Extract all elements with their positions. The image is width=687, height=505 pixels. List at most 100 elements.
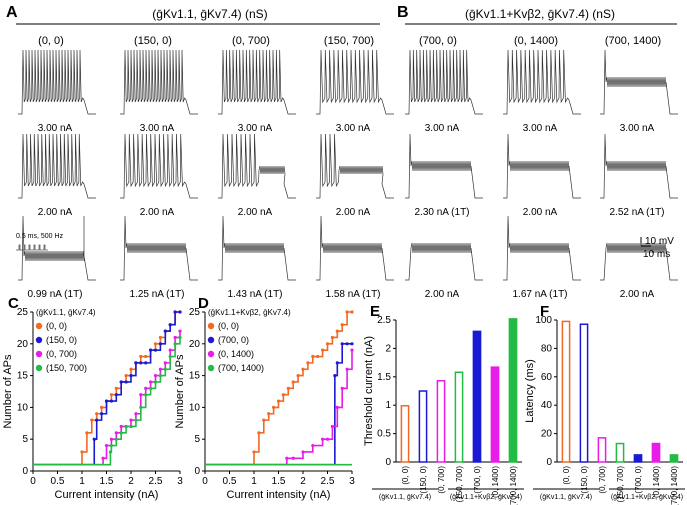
data-point [80,450,84,454]
trace-b-r2-c0-path [405,242,483,281]
y-tick-label: 2 [385,343,391,354]
trace-a-r0-c2 [218,49,296,115]
data-point [114,386,118,390]
panel-letter-a: A [6,4,18,21]
data-point [104,443,109,448]
data-point [262,418,266,422]
data-point [173,335,177,340]
data-point [119,424,123,429]
data-point [139,354,143,359]
x-tick-label: 2 [128,476,134,487]
trace-b-r1-c1-path [503,133,581,199]
legend-marker [207,336,215,344]
x-tick-label: (150, 0) [419,466,428,494]
y-tick-label: 0.5 [377,429,391,440]
data-point [149,348,153,352]
data-point [272,405,276,409]
y-tick-label: 15 [17,371,29,382]
data-point [340,323,344,327]
data-point [95,418,99,422]
trace-b-r1-c2-path [600,133,678,199]
x-tick-label: (150, 0) [580,466,589,494]
x-tick-label: 2.5 [321,476,335,487]
data-point [257,431,261,435]
data-point [149,380,153,384]
data-point [267,412,271,416]
trace-label-a-r2-c2: 1.43 nA (1T) [227,289,282,300]
x-tick-label: 2.5 [149,476,163,487]
x-tick-label: 3 [349,476,355,487]
data-point [109,443,113,448]
data-point [345,310,349,314]
data-point [335,405,339,409]
data-point [92,437,96,441]
y-axis-label: Number of APs [174,354,186,428]
data-point [101,456,105,460]
data-point [129,367,133,371]
trace-a-r2-c2-path [218,215,296,281]
x-axis-label: Current intensity (nA) [227,489,331,501]
data-point [321,348,325,352]
legend-label: (0, 700) [46,349,77,359]
trace-b-r1-c0 [405,133,483,199]
y-axis-label: Threshold current (nA) [363,336,375,446]
trace-label-b-r1-c0: 2.30 nA (1T) [414,207,469,218]
trace-labels: (0, 0) (150, 0) (0, 700) (150, 700) (700, 0)… [27,35,664,300]
y-tick-label: 0 [385,457,391,468]
y-axis-label: Number of APs [2,354,14,428]
legend-title: (ḡKv1.1, ḡKv7.4) [36,308,96,317]
trace-a-r1-c1 [120,133,198,199]
y-tick-label: 80 [541,343,553,354]
data-point [296,374,300,378]
data-point [173,310,177,314]
data-point [325,342,330,346]
trace-b-r0-c1-path [503,49,581,115]
trace-b-r2-c1-path [503,215,581,281]
trace-label-a-r1-c1: 2.00 nA [140,207,175,218]
trace-a-r0-c3-path [316,49,394,115]
trace-label-a-r1-c2: 2.00 nA [238,207,273,218]
data-point [168,323,172,327]
x-tick-label: (0, 700) [437,466,446,494]
bar [651,442,661,463]
data-point [158,342,162,346]
data-point [291,456,295,460]
legend-label: (0, 0) [218,321,239,331]
trace-a-r1-c2-path [218,133,296,199]
trace-b-r0-c0-path [405,49,483,115]
y-tick-label: 1.5 [377,372,391,383]
trace-b-r1-c0-path [405,133,483,199]
y-tick-label: 0 [546,457,552,468]
bar [490,366,500,463]
data-point [124,380,128,384]
bar [633,454,643,463]
y-tick-label: 15 [189,371,201,382]
bar [597,437,607,463]
data-point [144,386,148,390]
legend-marker [207,350,215,358]
data-point [163,361,167,365]
column-label-a-1: (150, 0) [134,35,172,47]
scale-bar-h-label: 10 ms [643,249,670,260]
column-label-b-2: (700, 1400) [605,35,661,47]
series-line-1 [33,311,180,466]
data-point [311,354,315,359]
group-label: (ḡKv1.1+Kvβ2, ḡKv7.4) [611,494,683,501]
y-tick-label: 40 [541,400,553,411]
x-tick-label: (700, 1400) [670,466,679,505]
voltage-traces [18,49,678,281]
data-point [252,450,256,454]
trace-label-a-r2-c1: 1.25 nA (1T) [129,289,184,300]
y-tick-label: 20 [189,339,201,350]
x-tick-label: (700, 0) [473,466,482,494]
x-tick-label: (0, 700) [598,466,607,494]
data-point [108,450,113,454]
x-tick-label: (0, 1400) [652,466,661,498]
data-point [301,450,305,454]
stimulus-pulses [16,244,48,251]
data-point [134,412,138,416]
data-point [134,418,138,422]
trace-label-b-r2-c0: 2.00 nA [425,289,460,300]
x-tick-label: (0, 1400) [491,466,500,498]
trace-label-b-r0-c2: 3.00 nA [620,123,655,134]
